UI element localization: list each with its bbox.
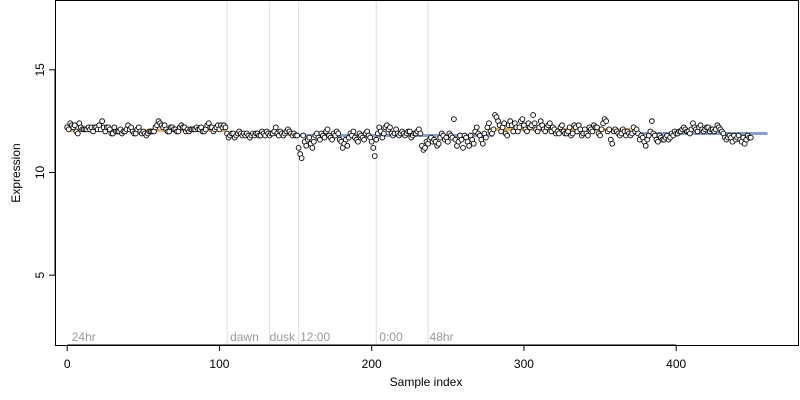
x-axis-title: Sample index [390,375,463,389]
data-point [294,132,300,139]
y-axis-title: Expression [9,143,23,202]
data-point [569,130,576,137]
data-point [566,124,573,131]
x-tick-label-1: 100 [209,357,229,371]
data-point [466,142,472,149]
data-points [64,112,754,161]
data-point [373,136,380,143]
vertical-guide-lines [226,1,429,344]
annotation-5: 48hr [430,330,454,344]
annotation-2: dusk [270,330,296,344]
data-point [71,122,78,129]
data-point [451,116,457,122]
annotation-1: dawn [230,330,259,344]
annotation-4: 0:00 [379,330,403,344]
x-tick-label-0: 0 [64,357,71,371]
data-point [519,116,526,122]
data-point [585,132,591,139]
data-point [524,128,530,135]
data-point [335,130,342,137]
data-point [298,155,305,161]
annotation-3: 12:00 [300,330,330,344]
data-point [504,132,511,139]
y-axis: 5 10 15 [33,63,56,279]
time-annotations: 24hr dawn dusk 12:00 0:00 48hr [72,330,454,344]
data-point [74,130,81,137]
data-point [309,145,316,151]
data-point [368,138,375,145]
data-point [370,145,377,151]
data-point [99,118,106,125]
y-tick-label-1: 10 [33,166,47,180]
data-point [324,126,331,133]
data-point [470,140,477,147]
data-point [344,142,351,149]
data-point [460,145,466,151]
data-point [361,136,367,143]
data-point [594,124,600,131]
data-point [350,128,357,135]
data-point [329,136,335,143]
data-point [479,140,486,147]
data-point [300,132,307,139]
data-point [486,120,492,127]
data-point [406,128,413,135]
data-point [747,134,754,141]
data-point [589,128,596,135]
data-point [387,124,393,131]
data-point [559,122,565,129]
data-point [530,112,536,118]
data-point [490,126,497,133]
x-tick-label-3: 300 [514,357,534,371]
data-point [597,132,603,139]
data-point [321,134,328,141]
data-point [435,140,442,147]
data-point [655,138,661,145]
data-point [303,142,310,149]
data-point [444,138,451,145]
data-point [516,124,523,131]
data-point [317,136,323,143]
data-point [531,120,538,127]
data-point [546,120,553,127]
data-point [417,130,424,137]
data-point [355,138,361,145]
annotation-0: 24hr [72,330,96,344]
data-point [306,134,313,141]
data-point [458,136,465,143]
data-point [272,124,279,131]
data-point [609,140,616,147]
data-point [642,142,649,149]
data-point [381,130,387,137]
y-tick-label-0: 5 [33,272,47,279]
data-point [295,145,302,151]
x-tick-label-4: 400 [666,357,686,371]
data-point [65,126,72,133]
data-point [598,126,605,133]
data-point [556,130,562,137]
data-point [483,134,489,141]
data-point [648,118,655,125]
y-tick-label-2: 15 [33,63,47,77]
data-point [603,118,610,125]
data-point [371,153,378,159]
data-point [473,124,480,131]
data-point [222,124,229,131]
data-point [310,138,317,145]
x-tick-label-2: 200 [362,357,382,371]
data-point [606,126,613,133]
data-point [422,145,428,151]
data-point [501,120,507,127]
x-axis: 0 100 200 300 400 [64,344,687,371]
